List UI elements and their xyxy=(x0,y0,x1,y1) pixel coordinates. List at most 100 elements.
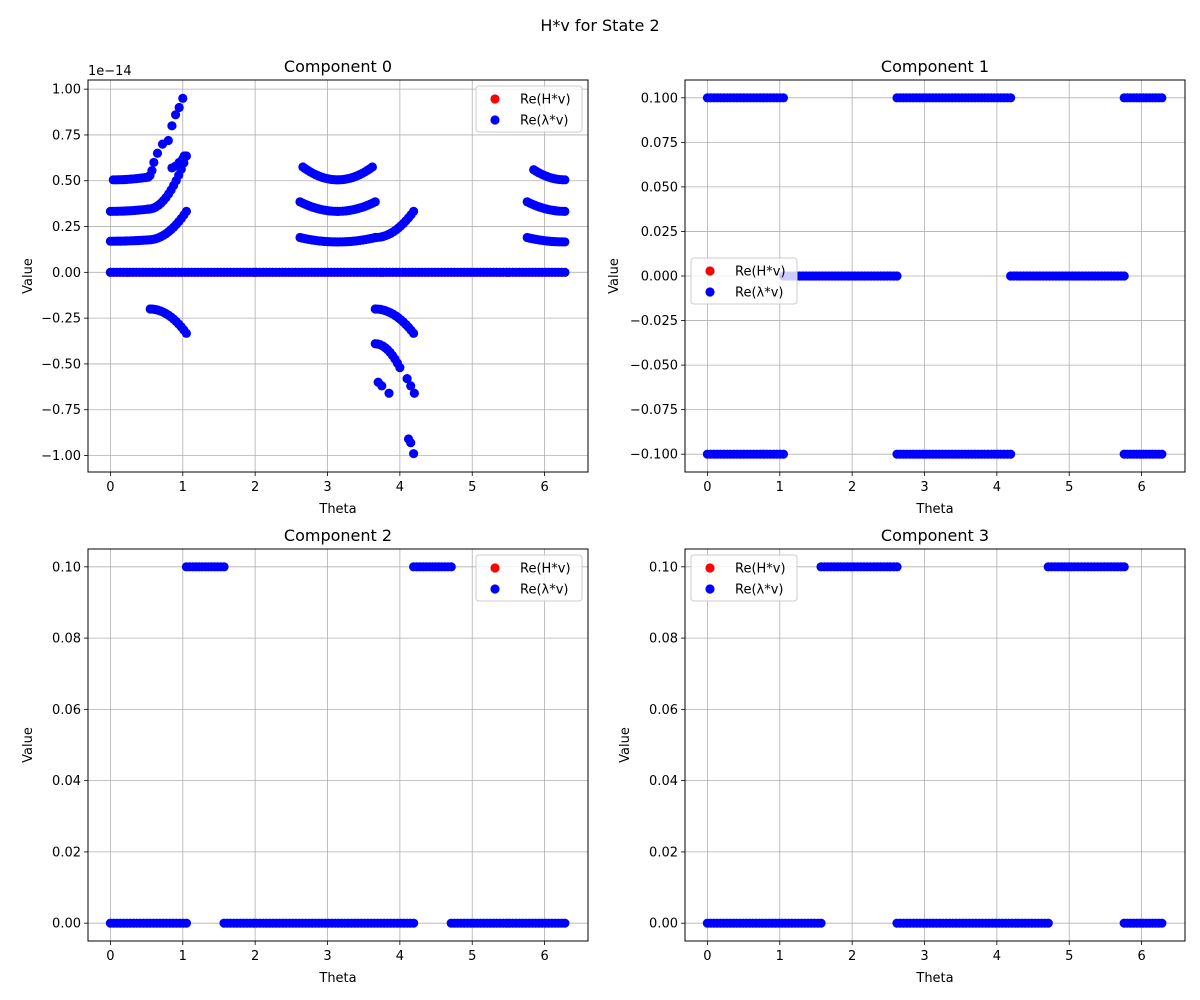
legend-box xyxy=(475,554,583,602)
point-re-lv xyxy=(1006,93,1016,103)
y-tick-label: 0.08 xyxy=(52,632,81,647)
point-re-lv xyxy=(409,918,419,928)
point-re-lv xyxy=(778,93,789,103)
point-re-lv xyxy=(1043,918,1053,928)
y-tick-label: −0.25 xyxy=(41,312,81,327)
y-tick-label: −0.050 xyxy=(630,359,678,374)
x-tick-label: 6 xyxy=(540,480,548,495)
point-re-lv xyxy=(181,918,192,928)
x-tick-label: 2 xyxy=(251,949,259,964)
data-points xyxy=(702,562,1167,928)
legend-box xyxy=(690,554,798,602)
point-re-lv xyxy=(778,449,789,459)
y-tick-label: 0.02 xyxy=(52,845,81,860)
y-tick-label: 0.10 xyxy=(649,560,678,575)
y-tick-label: 0.04 xyxy=(649,774,678,789)
legend-label: Re(H*v) xyxy=(735,562,786,577)
legend-marker xyxy=(490,563,500,573)
legend-marker xyxy=(490,584,500,594)
point-re-lv xyxy=(219,562,229,572)
point-re-lv xyxy=(560,175,570,185)
legend-label: Re(λ*v) xyxy=(520,114,568,129)
point-re-lv xyxy=(816,918,826,928)
x-axis-label: Theta xyxy=(915,971,953,986)
point-re-lv xyxy=(377,381,387,391)
y-tick-label: 0.025 xyxy=(641,225,678,240)
x-tick-label: 4 xyxy=(993,480,1001,495)
legend-label: Re(H*v) xyxy=(520,562,571,577)
point-re-lv xyxy=(1157,449,1167,459)
point-re-lv xyxy=(167,121,177,131)
legend: Re(H*v) Re(λ*v) xyxy=(475,554,583,602)
x-tick-label: 6 xyxy=(1137,480,1145,495)
y-tick-label: −0.50 xyxy=(41,357,81,372)
x-tick-label: 6 xyxy=(1137,949,1145,964)
y-axis-label: Value xyxy=(21,258,36,294)
y-tick-label: −0.100 xyxy=(630,448,678,463)
point-re-lv xyxy=(560,267,570,277)
point-re-lv xyxy=(178,93,188,103)
x-tick-label: 1 xyxy=(776,480,784,495)
x-tick-label: 4 xyxy=(993,949,1001,964)
legend: Re(H*v) Re(λ*v) xyxy=(475,85,583,133)
legend-label: Re(H*v) xyxy=(735,265,786,280)
x-tick-label: 0 xyxy=(106,480,114,495)
point-re-lv xyxy=(892,271,902,281)
x-tick-label: 1 xyxy=(776,949,784,964)
y-tick-label: 0.06 xyxy=(52,703,81,718)
point-re-lv xyxy=(181,328,192,338)
axes-frame xyxy=(684,548,1186,942)
x-tick-label: 6 xyxy=(540,949,548,964)
x-tick-label: 2 xyxy=(848,480,856,495)
legend-label: Re(λ*v) xyxy=(735,583,783,598)
x-axis-label: Theta xyxy=(318,502,356,517)
data-points xyxy=(105,93,570,459)
y-tick-label: 0.25 xyxy=(52,220,81,235)
x-tick-label: 1 xyxy=(179,949,187,964)
y-tick-label: 0.06 xyxy=(649,703,678,718)
x-tick-label: 4 xyxy=(396,480,404,495)
x-tick-label: 0 xyxy=(703,480,711,495)
point-re-lv xyxy=(406,381,416,391)
point-re-lv xyxy=(181,206,192,216)
y-tick-label: 0.075 xyxy=(641,136,678,151)
legend: Re(H*v) Re(λ*v) xyxy=(690,554,798,602)
y-tick-label: 0.10 xyxy=(52,560,81,575)
subplot-3: 0 1 2 3 4 5 6 0.00 0.02 0.04 0.06 0.08 0.10 Component… xyxy=(618,526,1186,986)
x-tick-label: 2 xyxy=(251,480,259,495)
data-points xyxy=(105,562,570,928)
y-tick-label: 0.00 xyxy=(52,266,81,281)
y-tick-label: −0.75 xyxy=(41,403,81,418)
axes-frame xyxy=(87,79,589,473)
x-tick-label: 3 xyxy=(323,480,331,495)
legend-label: Re(H*v) xyxy=(520,93,571,108)
point-re-lv xyxy=(409,388,419,398)
legend-marker xyxy=(490,115,500,125)
y-tick-label: 0.050 xyxy=(641,180,678,195)
x-tick-label: 5 xyxy=(1065,480,1073,495)
legend-box xyxy=(690,257,798,305)
y-axis-label: Value xyxy=(607,258,622,294)
legend-marker xyxy=(705,584,715,594)
point-re-lv xyxy=(1157,918,1167,928)
legend-box xyxy=(475,85,583,133)
point-re-lv xyxy=(170,110,181,120)
y-tick-label: 0.100 xyxy=(641,91,678,106)
y-axis-label: Value xyxy=(618,727,633,763)
y-tick-label: 0.00 xyxy=(649,917,678,932)
point-re-lv xyxy=(1157,93,1167,103)
x-tick-label: 0 xyxy=(106,949,114,964)
point-re-lv xyxy=(163,135,173,146)
legend: Re(H*v) Re(λ*v) xyxy=(690,257,798,305)
point-re-lv xyxy=(560,918,570,928)
point-re-lv xyxy=(446,562,456,572)
x-tick-label: 3 xyxy=(323,949,331,964)
x-tick-label: 2 xyxy=(848,949,856,964)
y-tick-label: 0.02 xyxy=(649,845,678,860)
point-re-lv xyxy=(402,373,412,384)
y-tick-label: 0.75 xyxy=(52,128,81,143)
legend-marker xyxy=(705,287,715,297)
subplot-title: Component 0 xyxy=(284,57,392,76)
y-axis-label: Value xyxy=(21,727,36,763)
